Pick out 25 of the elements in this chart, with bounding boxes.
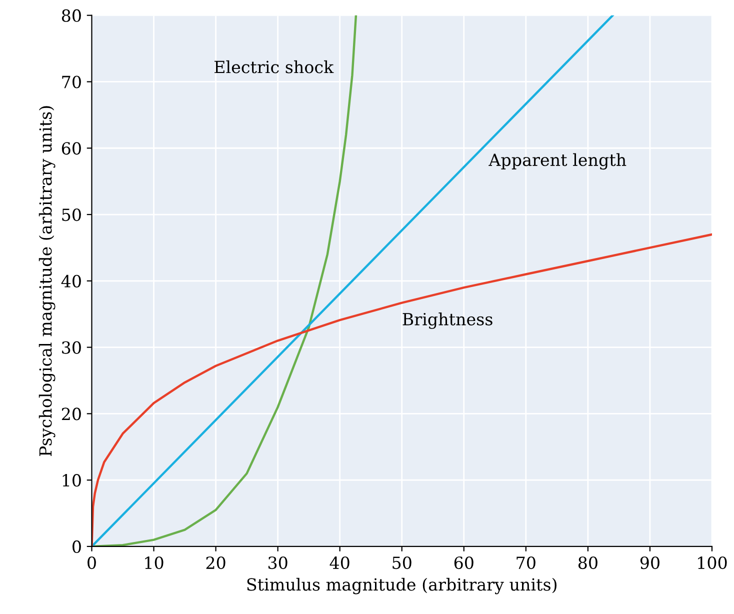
x-tick-label: 60 bbox=[454, 556, 474, 570]
x-tick-label: 100 bbox=[698, 556, 727, 570]
x-tick-label: 90 bbox=[640, 556, 660, 570]
y-tick-label: 80 bbox=[62, 9, 81, 22]
x-tick-label: 50 bbox=[392, 556, 412, 570]
y-tick-label: 40 bbox=[61, 274, 81, 288]
x-tick-label: 40 bbox=[330, 556, 350, 570]
x-tick-label: 0 bbox=[88, 556, 96, 570]
y-tick-label: 0 bbox=[72, 540, 81, 554]
y-tick-label: 70 bbox=[62, 76, 81, 88]
x-tick-label: 30 bbox=[268, 556, 288, 570]
series-label: Electric shock bbox=[214, 60, 334, 74]
x-axis-title: Stimulus magnitude (arbitrary units) bbox=[247, 578, 556, 594]
y-tick-label: 20 bbox=[62, 408, 81, 420]
y-tick-label: 50 bbox=[62, 208, 81, 222]
series-label: Brightness bbox=[402, 312, 492, 329]
x-tick-label: 80 bbox=[578, 556, 598, 570]
x-tick-label: 10 bbox=[145, 556, 164, 570]
y-axis-title: Psychological magnitude (arbitrary units) bbox=[38, 106, 56, 456]
x-tick-label: 20 bbox=[206, 556, 226, 570]
series-label: Apparent length bbox=[488, 153, 626, 170]
y-tick-label: 10 bbox=[62, 474, 81, 487]
y-tick-label: 30 bbox=[62, 341, 81, 354]
y-tick-label: 60 bbox=[62, 142, 81, 155]
x-tick-label: 70 bbox=[516, 556, 536, 570]
